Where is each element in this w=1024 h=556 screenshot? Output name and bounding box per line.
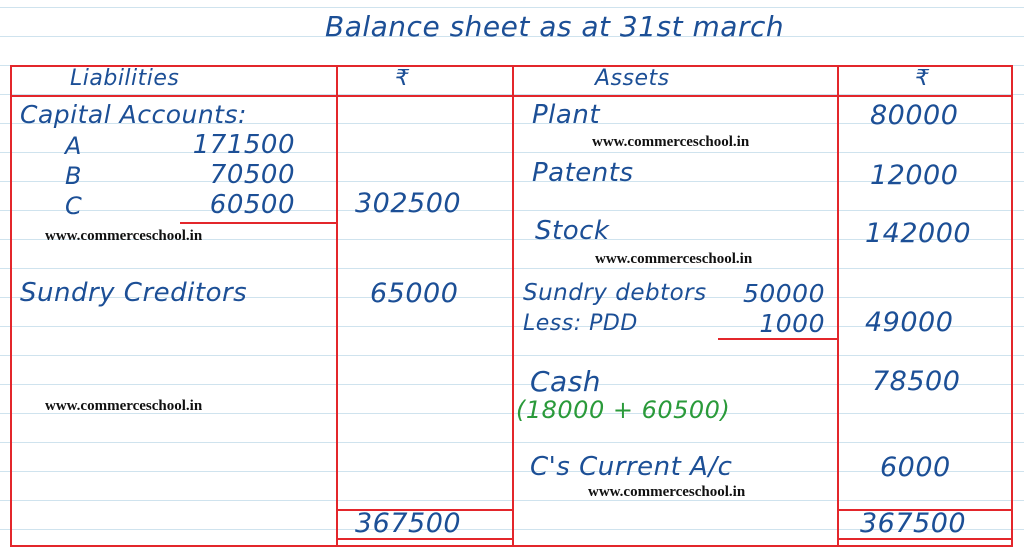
header-assets: Assets [595,66,670,91]
sundry-creditors-amount: 65000 [370,278,459,309]
assets-total: 367500 [860,508,967,539]
partner-a-name: A [65,132,82,160]
asset-total-box-bottom [838,538,1012,540]
header-asset-amount: ₹ [915,66,930,91]
watermark: www.commerceschool.in [45,228,203,244]
column-divider [512,65,514,547]
current-account-amount: 6000 [880,452,951,483]
header-liab-amount: ₹ [395,66,410,91]
current-account-label: C's Current A/c [530,452,733,482]
capital-underline [180,222,336,224]
partner-c-amount: 60500 [209,190,295,220]
sundry-creditors-label: Sundry Creditors [20,278,248,308]
table-border-top [10,65,1013,67]
cash-note: (18000 + 60500) [516,396,731,424]
watermark: www.commerceschool.in [45,398,203,414]
cash-label: Cash [530,365,602,398]
watermark: www.commerceschool.in [595,251,753,267]
stock-amount: 142000 [865,218,972,249]
patents-amount: 12000 [870,160,959,191]
partner-a-amount: 171500 [192,130,295,160]
sundry-debtors-amount: 50000 [742,279,825,308]
column-divider [336,65,338,547]
page-title: Balance sheet as at 31st march [325,10,785,43]
capital-accounts-label: Capital Accounts: [20,100,247,129]
capital-total: 302500 [355,188,462,219]
table-border-right [1011,65,1013,547]
sundry-debtors-label: Sundry debtors [523,280,707,306]
partner-b-amount: 70500 [209,160,295,190]
plant-label: Plant [532,100,601,130]
patents-label: Patents [532,158,634,188]
stock-label: Stock [535,216,610,246]
header-liabilities: Liabilities [70,66,180,91]
liabilities-total: 367500 [355,508,462,539]
liab-total-box-bottom [337,538,513,540]
cash-amount: 78500 [872,366,961,397]
less-pdd-amount: 1000 [759,309,825,338]
partner-b-name: B [65,162,82,190]
asset-total-box-top [838,509,1012,511]
less-pdd-label: Less: PDD [523,311,638,336]
debtors-underline [718,338,838,340]
liab-total-box-top [337,509,513,511]
column-divider [837,65,839,547]
partner-c-name: C [65,192,83,220]
plant-amount: 80000 [870,100,959,131]
header-divider [10,95,1013,97]
table-border-left [10,65,12,547]
debtors-net-amount: 49000 [865,307,954,338]
watermark: www.commerceschool.in [588,484,746,500]
watermark: www.commerceschool.in [592,134,750,150]
table-border-bottom [10,545,1013,547]
